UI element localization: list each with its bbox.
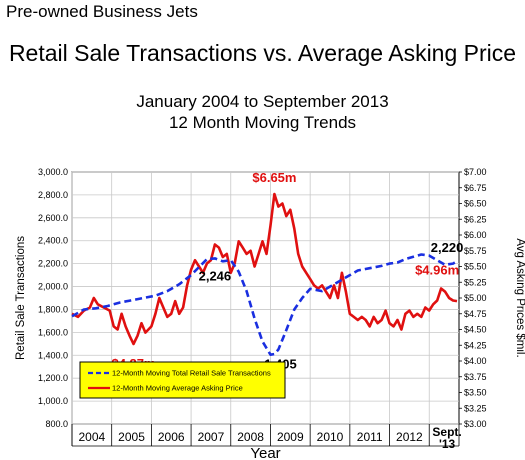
x-year-label: 2009 bbox=[277, 430, 304, 444]
y-tick-right: $7.00 bbox=[464, 167, 487, 177]
y-tick-left: 2,400.0 bbox=[38, 236, 68, 246]
y-tick-right: $3.25 bbox=[464, 403, 487, 413]
y-tick-right: $5.00 bbox=[464, 293, 487, 303]
y-tick-right: $5.25 bbox=[464, 277, 487, 287]
x-year-label-last-2: '13 bbox=[439, 437, 456, 451]
chart-title-line1: January 2004 to September 2013 bbox=[136, 92, 389, 111]
data-label: $6.65m bbox=[252, 170, 296, 185]
y-tick-left: 1,400.0 bbox=[38, 350, 68, 360]
x-year-label: 2004 bbox=[78, 430, 105, 444]
y-tick-right: $3.75 bbox=[464, 372, 487, 382]
x-year-label: 2007 bbox=[198, 430, 225, 444]
x-year-label: 2008 bbox=[237, 430, 264, 444]
y-tick-left: 800.0 bbox=[45, 419, 68, 429]
y-tick-left: 3,000.0 bbox=[38, 167, 68, 177]
x-year-label-last-1: Sept. bbox=[432, 425, 461, 439]
y-tick-left: 2,000.0 bbox=[38, 282, 68, 292]
x-year-label: 2005 bbox=[118, 430, 145, 444]
y-tick-right: $4.75 bbox=[464, 309, 487, 319]
y-axis-label-left: Retail Sale Transactions bbox=[15, 236, 27, 360]
x-axis-label: Year bbox=[250, 445, 280, 460]
y-tick-right: $4.00 bbox=[464, 356, 487, 366]
y-tick-right: $6.50 bbox=[464, 199, 487, 209]
x-year-label: 2012 bbox=[396, 430, 423, 444]
data-label: 2,220 bbox=[431, 240, 464, 255]
chart-title-line2: 12 Month Moving Trends bbox=[168, 113, 357, 132]
y-tick-right: $4.50 bbox=[464, 325, 487, 335]
y-tick-right: $5.50 bbox=[464, 262, 487, 272]
y-tick-left: 1,800.0 bbox=[38, 304, 68, 314]
y-axis-label-right: Avg Asking Prices $mil. bbox=[514, 238, 525, 357]
y-tick-right: $3.00 bbox=[464, 419, 487, 429]
x-year-label: 2011 bbox=[357, 430, 383, 444]
y-tick-left: 2,200.0 bbox=[38, 259, 68, 269]
series-line-avg-asking-price bbox=[71, 192, 458, 346]
x-year-label: 2010 bbox=[317, 430, 344, 444]
legend-label-transactions: 12-Month Moving Total Retail Sale Transa… bbox=[112, 369, 271, 378]
slide-label: Pre-owned Business Jets bbox=[6, 2, 198, 21]
data-label: 2,246 bbox=[199, 268, 232, 283]
main-title: Retail Sale Transactions vs. Average Ask… bbox=[8, 40, 517, 66]
data-label: $4.96m bbox=[415, 263, 459, 278]
legend-label-price: 12-Month Moving Average Asking Price bbox=[112, 384, 243, 393]
y-tick-right: $6.75 bbox=[464, 183, 487, 193]
y-tick-left: 1,200.0 bbox=[38, 373, 68, 383]
y-tick-right: $5.75 bbox=[464, 246, 487, 256]
y-tick-left: 1,600.0 bbox=[38, 327, 68, 337]
y-tick-right: $4.25 bbox=[464, 340, 487, 350]
y-tick-right: $6.25 bbox=[464, 214, 487, 224]
y-tick-right: $3.50 bbox=[464, 388, 487, 398]
y-tick-left: 2,800.0 bbox=[38, 190, 68, 200]
legend-box bbox=[79, 361, 286, 399]
y-tick-right: $6.00 bbox=[464, 230, 487, 240]
y-tick-left: 2,600.0 bbox=[38, 213, 68, 223]
y-tick-left: 1,000.0 bbox=[38, 396, 68, 406]
x-year-label: 2006 bbox=[158, 430, 185, 444]
